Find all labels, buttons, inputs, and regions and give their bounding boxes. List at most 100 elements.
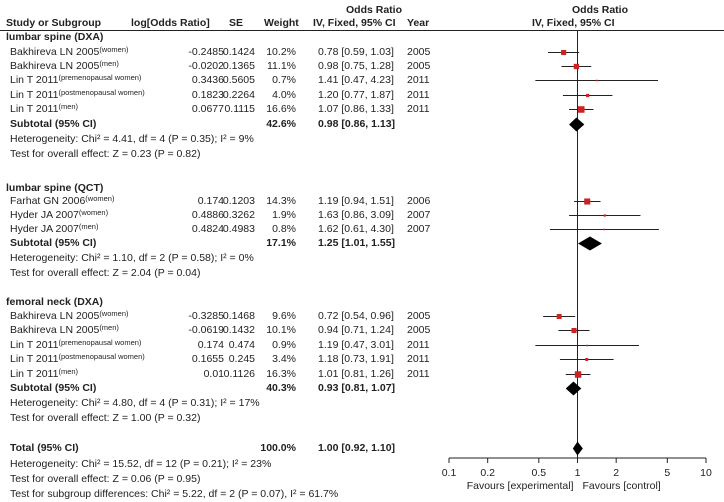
subtotal-ci: 0.93 [0.81, 1.07] bbox=[318, 382, 396, 394]
odds-ratio-ci: 1.63 [0.86, 3.09] bbox=[318, 209, 394, 221]
study-subgroup: (premenopausal women) bbox=[58, 73, 142, 82]
heterogeneity-text: Heterogeneity: Chi² = 4.80, df = 4 (P = … bbox=[10, 397, 260, 409]
study-square bbox=[578, 106, 585, 113]
weight: 11.1% bbox=[267, 60, 296, 72]
odds-ratio-ci: 1.41 [0.47, 4.23] bbox=[318, 74, 394, 86]
subtotal-weight: 42.6% bbox=[266, 118, 296, 130]
weight: 3.4% bbox=[272, 353, 296, 365]
study-subgroup: (women) bbox=[99, 45, 129, 54]
study-label: Lin T 2011 bbox=[10, 103, 59, 115]
header-year: Year bbox=[407, 17, 430, 29]
study-square bbox=[561, 49, 567, 56]
subtotal-weight: 40.3% bbox=[266, 382, 296, 394]
year: 2011 bbox=[407, 339, 430, 351]
study-label: Lin T 2011 bbox=[10, 339, 59, 351]
study-square bbox=[586, 93, 590, 98]
study-name: Bakhireva LN 2005(women) bbox=[10, 45, 129, 59]
year: 2005 bbox=[407, 46, 431, 58]
study-name: Lin T 2011(premenopausal women) bbox=[10, 338, 141, 352]
total-overall-effect-text: Test for overall effect: Z = 0.06 (P = 0… bbox=[10, 473, 201, 485]
study-name: Lin T 2011(postmenopausal women) bbox=[10, 88, 145, 102]
standard-error: 0.5605 bbox=[222, 74, 255, 86]
subtotal-diamond bbox=[565, 381, 582, 396]
study-name: Bakhireva LN 2005(women) bbox=[10, 309, 129, 323]
year: 2011 bbox=[407, 89, 430, 101]
year: 2011 bbox=[407, 353, 430, 365]
study-square bbox=[556, 314, 562, 319]
weight: 16.6% bbox=[266, 103, 296, 115]
weight: 16.3% bbox=[266, 368, 296, 380]
log-odds-ratio: -0.2485 bbox=[188, 46, 224, 58]
weight: 0.8% bbox=[272, 223, 296, 235]
header-plot-method: IV, Fixed, 95% CI bbox=[532, 17, 615, 29]
total-label: Total (95% CI) bbox=[10, 442, 79, 454]
header-plot-odds-ratio: Odds Ratio bbox=[572, 4, 629, 16]
subtotal-ci: 1.25 [1.01, 1.55] bbox=[318, 237, 396, 249]
study-subgroup: (men) bbox=[99, 59, 119, 68]
header-weight: Weight bbox=[264, 17, 299, 29]
study-name: Lin T 2011(men) bbox=[10, 102, 78, 116]
subtotal-label: Subtotal (95% CI) bbox=[10, 118, 97, 130]
year: 2005 bbox=[407, 324, 431, 336]
overall-effect-text: Test for overall effect: Z = 0.23 (P = 0… bbox=[10, 148, 201, 160]
study-name: Lin T 2011(men) bbox=[10, 367, 79, 381]
study-label: Lin T 2011 bbox=[10, 89, 59, 101]
standard-error: 0.4983 bbox=[222, 223, 255, 235]
study-subgroup: (postmenopausal women) bbox=[58, 88, 145, 97]
study-label: Lin T 2011 bbox=[10, 368, 59, 380]
study-square bbox=[586, 344, 589, 347]
study-label: Bakhireva LN 2005 bbox=[10, 60, 100, 72]
odds-ratio-ci: 0.78 [0.59, 1.03] bbox=[318, 46, 394, 58]
study-label: Lin T 2011 bbox=[10, 353, 59, 365]
odds-ratio-ci: 1.62 [0.61, 4.30] bbox=[318, 223, 394, 235]
study-square bbox=[573, 63, 580, 70]
year: 2006 bbox=[407, 195, 431, 207]
study-label: Hyder JA 2007 bbox=[10, 209, 79, 221]
standard-error: 0.1365 bbox=[222, 60, 255, 72]
study-subgroup: (men) bbox=[99, 323, 119, 332]
header-rule bbox=[0, 30, 724, 31]
study-label: Farhat GN 2006 bbox=[10, 195, 86, 207]
weight: 9.6% bbox=[272, 310, 296, 322]
study-label: Lin T 2011 bbox=[10, 74, 59, 86]
heterogeneity-text: Heterogeneity: Chi² = 1.10, df = 2 (P = … bbox=[10, 252, 254, 264]
weight: 10.1% bbox=[266, 324, 296, 336]
header-se: SE bbox=[229, 17, 244, 29]
odds-ratio-ci: 1.18 [0.73, 1.91] bbox=[318, 353, 394, 365]
x-tick-label: 0.5 bbox=[532, 467, 547, 479]
subgroup-differences-text: Test for subgroup differences: Chi² = 5.… bbox=[10, 488, 339, 500]
study-subgroup: (women) bbox=[99, 309, 129, 318]
study-subgroup: (men) bbox=[58, 367, 79, 376]
log-odds-ratio: 0.4824 bbox=[191, 223, 224, 235]
weight: 4.0% bbox=[272, 89, 296, 101]
log-odds-ratio: -0.0202 bbox=[188, 60, 224, 72]
subgroup-title: lumbar spine (DXA) bbox=[6, 31, 104, 43]
favours-control-label: Favours [control] bbox=[583, 480, 661, 492]
favours-experimental-label: Favours [experimental] bbox=[467, 480, 574, 492]
study-square bbox=[603, 228, 606, 231]
odds-ratio-ci: 1.07 [0.86, 1.33] bbox=[318, 103, 394, 115]
x-tick-label: 1 bbox=[575, 467, 581, 479]
study-label: Bakhireva LN 2005 bbox=[10, 46, 100, 58]
subtotal-label: Subtotal (95% CI) bbox=[10, 382, 97, 394]
header-or-method: IV, Fixed, 95% CI bbox=[313, 17, 396, 29]
study-label: Bakhireva LN 2005 bbox=[10, 324, 100, 336]
weight: 14.3% bbox=[266, 195, 296, 207]
standard-error: 0.474 bbox=[228, 339, 255, 351]
odds-ratio-ci: 1.19 [0.47, 3.01] bbox=[318, 339, 394, 351]
log-odds-ratio: 0.174 bbox=[197, 339, 224, 351]
study-name: Lin T 2011(premenopausal women) bbox=[10, 73, 142, 87]
study-name: Bakhireva LN 2005(men) bbox=[10, 59, 119, 73]
odds-ratio-ci: 1.01 [0.81, 1.26] bbox=[318, 368, 394, 380]
heterogeneity-text: Heterogeneity: Chi² = 4.41, df = 4 (P = … bbox=[10, 133, 254, 145]
overall-effect-text: Test for overall effect: Z = 1.00 (P = 0… bbox=[10, 412, 201, 424]
year: 2011 bbox=[407, 368, 430, 380]
standard-error: 0.1432 bbox=[222, 324, 255, 336]
study-subgroup: (women) bbox=[85, 194, 115, 203]
standard-error: 0.1115 bbox=[224, 103, 255, 115]
odds-ratio-ci: 0.94 [0.71, 1.24] bbox=[318, 324, 394, 336]
header-study: Study or Subgroup bbox=[6, 17, 102, 29]
weight: 10.2% bbox=[266, 46, 296, 58]
standard-error: 0.1126 bbox=[223, 368, 255, 380]
study-subgroup: (women) bbox=[78, 208, 109, 217]
